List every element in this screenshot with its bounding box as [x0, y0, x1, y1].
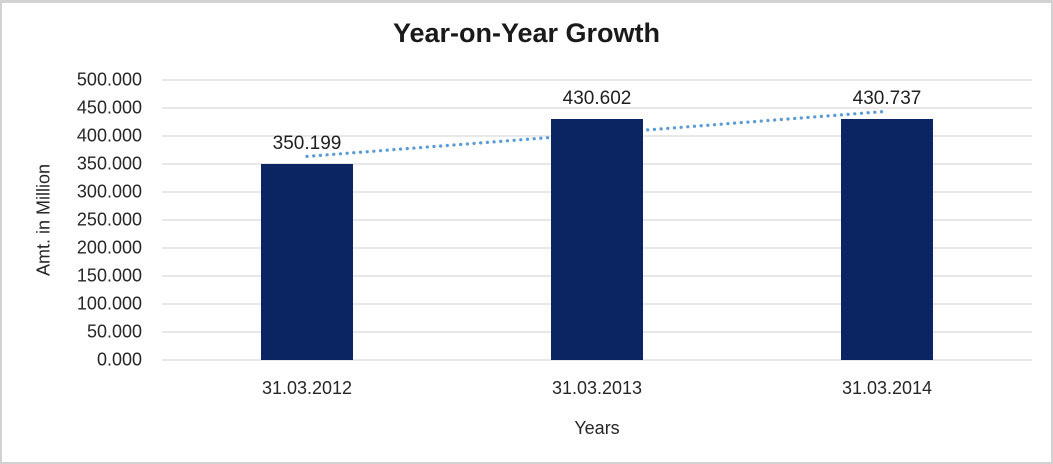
x-tick-label: 31.03.2013: [551, 378, 643, 398]
y-tick-label: 50.000: [86, 321, 142, 342]
y-tick-label: 450.000: [76, 97, 142, 118]
x-axis-title: Years: [574, 418, 620, 438]
y-tick-label: 500.000: [76, 69, 142, 90]
bar-31.03.2012[interactable]: [261, 163, 353, 360]
chart-title: Year-on-Year Growth: [392, 18, 661, 48]
y-tick-label: 400.000: [76, 125, 142, 146]
y-tick-label: 150.000: [76, 265, 142, 286]
x-tick-label: 31.03.2014: [841, 378, 933, 398]
bar-31.03.2013[interactable]: [551, 118, 643, 360]
y-tick-label: 0.000: [96, 349, 142, 370]
bar-data-label: 430.737: [852, 87, 922, 109]
bar-31.03.2014[interactable]: [841, 118, 933, 360]
bar-data-label: 350.199: [272, 132, 342, 154]
x-tick-label: 31.03.2012: [261, 378, 353, 398]
y-tick-label: 250.000: [76, 209, 142, 230]
bar-data-label: 430.602: [562, 87, 632, 109]
y-tick-label: 100.000: [76, 293, 142, 314]
y-tick-label: 350.000: [76, 153, 142, 174]
y-tick-label: 200.000: [76, 237, 142, 258]
y-tick-label: 300.000: [76, 181, 142, 202]
